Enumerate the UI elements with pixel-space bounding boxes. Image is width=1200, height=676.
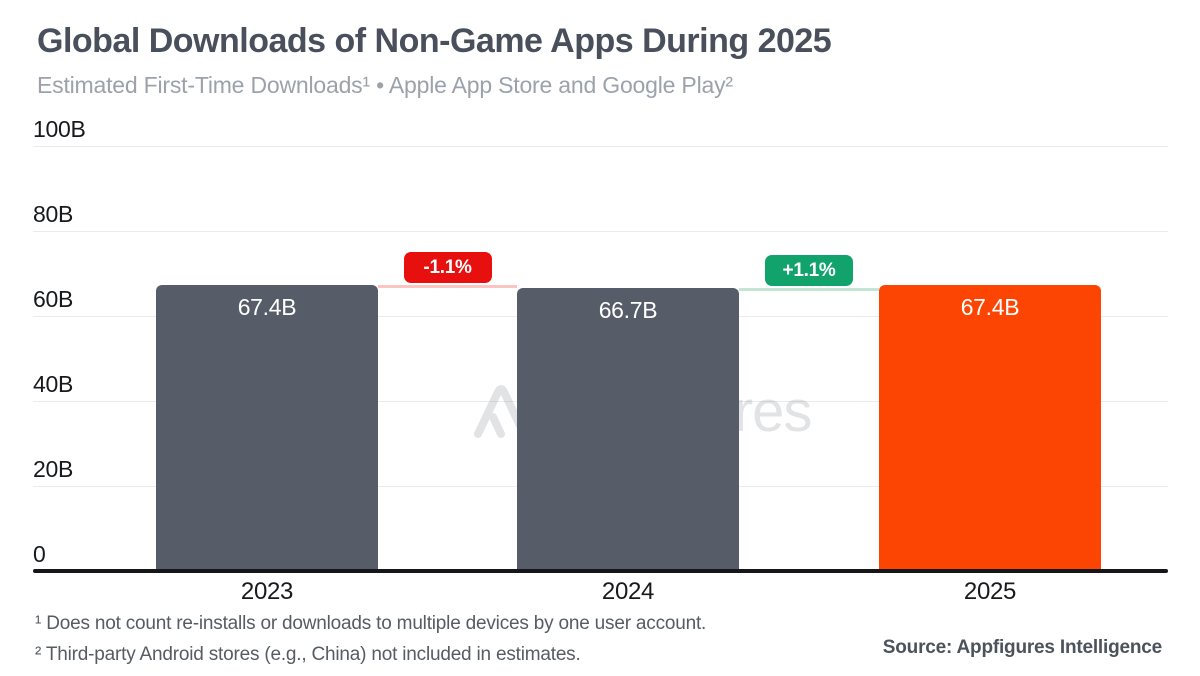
source-attribution: Source: Appfigures Intelligence <box>882 637 1162 658</box>
x-axis-label: 2023 <box>240 578 294 605</box>
change-connector <box>378 284 517 288</box>
x-axis-label: 2025 <box>963 578 1017 605</box>
footnotes: ¹ Does not count re-installs or download… <box>35 608 706 670</box>
gridline-80B <box>33 231 1168 232</box>
bar-value-label: 67.4B <box>960 293 1020 320</box>
footnote-1: ¹ Does not count re-installs or download… <box>35 613 707 634</box>
footnote-2: ² Third-party Android stores (e.g., Chin… <box>35 644 581 665</box>
change-badge: +1.1% <box>765 254 853 286</box>
y-axis-label: 60B <box>33 286 74 312</box>
change-connector <box>739 287 879 291</box>
gridline-100B <box>33 146 1168 147</box>
y-axis-label: 40B <box>33 371 74 397</box>
change-badge: -1.1% <box>403 251 492 283</box>
y-axis-label: 20B <box>33 456 74 482</box>
y-axis-label: 80B <box>33 201 74 227</box>
chart-title: Global Downloads of Non-Game Apps During… <box>37 22 832 60</box>
y-axis-label: 100B <box>33 116 86 142</box>
x-axis-line <box>33 569 1168 573</box>
bar-2024: 66.7B <box>517 287 739 569</box>
bar-value-label: 67.4B <box>237 293 297 320</box>
chart-subtitle: Estimated First-Time Downloads¹ • Apple … <box>37 72 733 98</box>
bar-2023: 67.4B <box>156 284 378 569</box>
bar-2025: 67.4B <box>879 284 1101 569</box>
bar-value-label: 66.7B <box>598 296 658 323</box>
x-axis-label: 2024 <box>601 578 655 605</box>
y-axis-label: 0 <box>33 541 46 567</box>
